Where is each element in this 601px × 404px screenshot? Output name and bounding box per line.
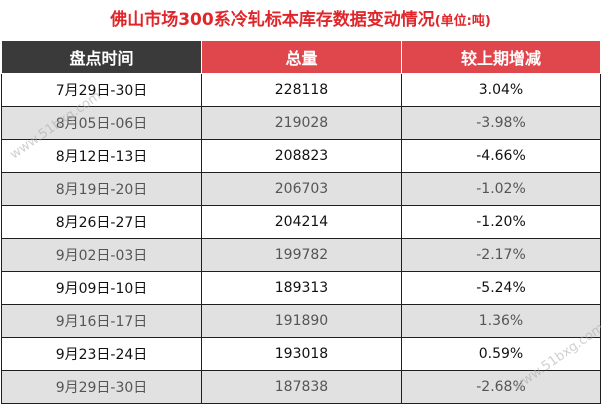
header-total: 总量	[201, 40, 402, 74]
table-row: 9月23日-24日 193018 0.59%	[1, 337, 601, 371]
table-row: 9月02日-03日 199782 -2.17%	[1, 238, 601, 272]
cell-change: -4.66%	[401, 139, 601, 173]
table-row: 9月29日-30日 187838 -2.68%	[1, 370, 601, 404]
cell-change: -2.17%	[401, 238, 601, 272]
cell-date: 9月23日-24日	[1, 337, 202, 371]
cell-change: 3.04%	[401, 73, 601, 107]
cell-total: 219028	[201, 106, 402, 140]
header-change: 较上期增减	[401, 40, 601, 74]
cell-change: 0.59%	[401, 337, 601, 371]
cell-total: 228118	[201, 73, 402, 107]
cell-total: 191890	[201, 304, 402, 338]
table-row: 8月12日-13日 208823 -4.66%	[1, 139, 601, 173]
header-date: 盘点时间	[1, 40, 202, 74]
cell-change: -3.98%	[401, 106, 601, 140]
title-unit: (单位:吨)	[434, 14, 491, 29]
cell-date: 8月19日-20日	[1, 172, 202, 206]
cell-change: -1.02%	[401, 172, 601, 206]
table-row: 8月19日-20日 206703 -1.02%	[1, 172, 601, 206]
cell-total: 204214	[201, 205, 402, 239]
cell-date: 9月09日-10日	[1, 271, 202, 305]
cell-date: 8月12日-13日	[1, 139, 202, 173]
table-row: 9月16日-17日 191890 1.36%	[1, 304, 601, 338]
inventory-table: 盘点时间 总量 较上期增减 7月29日-30日 228118 3.04% 8月0…	[1, 40, 601, 404]
cell-change: -5.24%	[401, 271, 601, 305]
cell-date: 9月16日-17日	[1, 304, 202, 338]
cell-date: 8月26日-27日	[1, 205, 202, 239]
cell-date: 7月29日-30日	[1, 73, 202, 107]
cell-date: 8月05日-06日	[1, 106, 202, 140]
cell-total: 199782	[201, 238, 402, 272]
cell-date: 9月02日-03日	[1, 238, 202, 272]
page-title: 佛山市场300系冷轧标本库存数据变动情况(单位:吨)	[0, 0, 601, 40]
cell-total: 187838	[201, 370, 402, 404]
table-row: 8月05日-06日 219028 -3.98%	[1, 106, 601, 140]
cell-change: -1.20%	[401, 205, 601, 239]
header-row: 盘点时间 总量 较上期增减	[1, 40, 601, 74]
cell-change: 1.36%	[401, 304, 601, 338]
cell-change: -2.68%	[401, 370, 601, 404]
cell-total: 193018	[201, 337, 402, 371]
table-row: 8月26日-27日 204214 -1.20%	[1, 205, 601, 239]
cell-total: 206703	[201, 172, 402, 206]
cell-total: 208823	[201, 139, 402, 173]
cell-date: 9月29日-30日	[1, 370, 202, 404]
table-row: 7月29日-30日 228118 3.04%	[1, 73, 601, 107]
table-row: 9月09日-10日 189313 -5.24%	[1, 271, 601, 305]
cell-total: 189313	[201, 271, 402, 305]
title-main: 佛山市场300系冷轧标本库存数据变动情况	[110, 10, 435, 30]
